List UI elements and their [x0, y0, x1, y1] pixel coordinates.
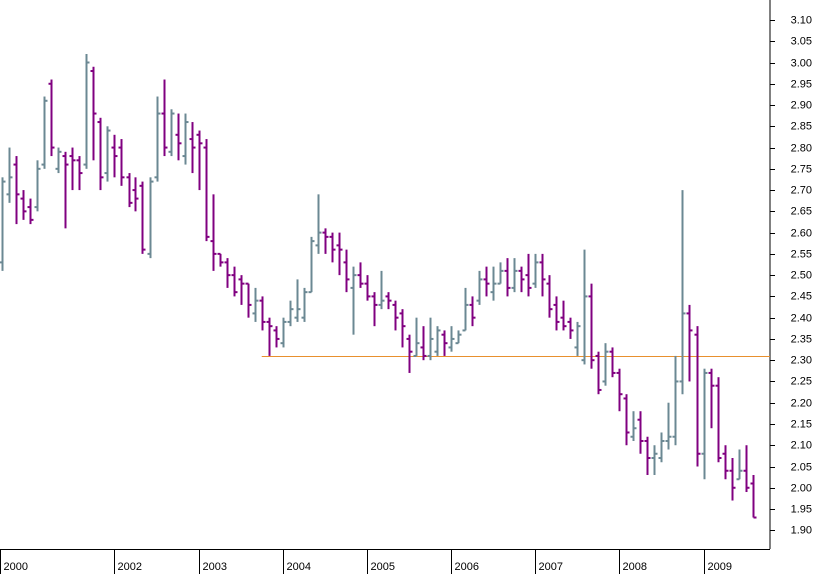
x-tick-label: 2000 — [4, 561, 28, 573]
y-tick-label: 2.15 — [791, 418, 812, 430]
y-tick-label: 2.65 — [791, 205, 812, 217]
y-tick-label: 2.75 — [791, 163, 812, 175]
y-tick-label: 2.10 — [791, 439, 812, 451]
y-tick-label: 2.60 — [791, 227, 812, 239]
y-tick-label: 2.35 — [791, 333, 812, 345]
x-tick-label: 2003 — [203, 561, 227, 573]
y-tick-label: 2.90 — [791, 99, 812, 111]
y-tick-label: 2.25 — [791, 375, 812, 387]
y-tick-label: 2.80 — [791, 142, 812, 154]
y-tick-label: 2.40 — [791, 312, 812, 324]
y-tick-label: 2.95 — [791, 78, 812, 90]
y-tick-label: 2.05 — [791, 461, 812, 473]
x-tick-label: 2006 — [455, 561, 479, 573]
y-tick-label: 2.45 — [791, 290, 812, 302]
y-tick-label: 2.20 — [791, 397, 812, 409]
y-tick-label: 2.00 — [791, 482, 812, 494]
y-tick-label: 1.95 — [791, 503, 812, 515]
x-tick-label: 2007 — [539, 561, 563, 573]
y-tick-label: 2.85 — [791, 120, 812, 132]
y-tick-label: 2.30 — [791, 354, 812, 366]
y-tick-label: 3.00 — [791, 57, 812, 69]
y-tick-label: 1.90 — [791, 524, 812, 536]
x-tick-label: 2009 — [708, 561, 732, 573]
y-tick-label: 3.10 — [791, 14, 812, 26]
y-tick-label: 2.50 — [791, 269, 812, 281]
y-tick-label: 2.70 — [791, 184, 812, 196]
y-tick-label: 2.55 — [791, 248, 812, 260]
y-tick-label: 3.05 — [791, 35, 812, 47]
x-tick-label: 2004 — [287, 561, 311, 573]
x-tick-label: 2002 — [118, 561, 142, 573]
x-tick-label: 2008 — [623, 561, 647, 573]
x-tick-label: 2005 — [371, 561, 395, 573]
